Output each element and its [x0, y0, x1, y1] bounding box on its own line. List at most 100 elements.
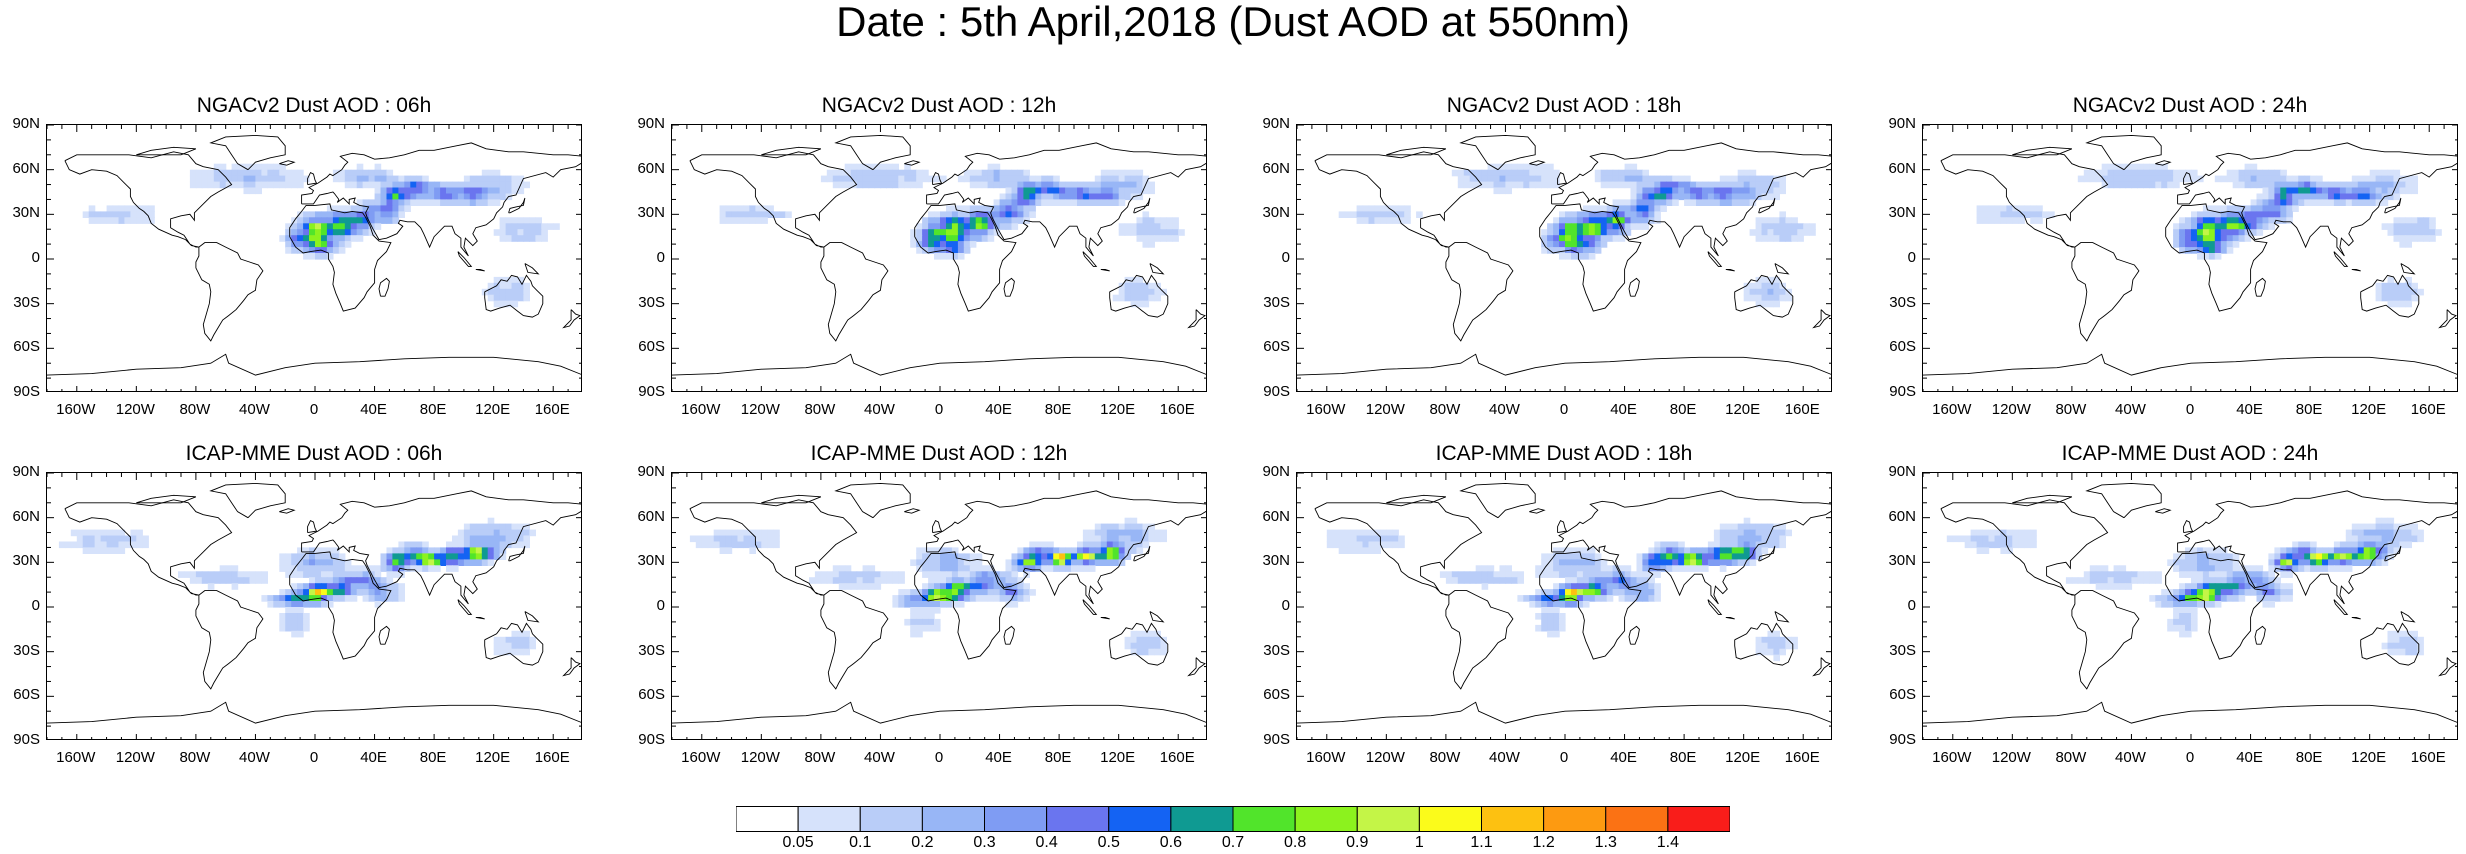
coastlines: [1297, 134, 1831, 376]
aod-shading: [1976, 163, 2442, 308]
lon-tick-label: 40E: [1610, 401, 1637, 418]
colorbar-swatch: [797, 806, 861, 832]
lat-tick-label: 90S: [638, 731, 665, 748]
coastline: [378, 277, 390, 297]
lon-tick-label: 40E: [2236, 401, 2263, 418]
lat-tick-label: 30S: [1263, 641, 1290, 659]
lon-tick-label: 80E: [1669, 749, 1697, 766]
panel-title: ICAP-MME Dust AOD : 18h: [1435, 442, 1693, 465]
lon-tick-label: 40W: [2115, 401, 2146, 418]
map-panel: [1922, 124, 2458, 392]
lat-tick-label: 0: [1281, 249, 1290, 266]
lon-tick-label: 120E: [2351, 401, 2387, 418]
coastline: [484, 622, 544, 666]
dust-aod-map: [47, 125, 581, 391]
lon-tick-label: 160E: [534, 749, 570, 766]
lon-tick-label: 120E: [1100, 749, 1136, 766]
coastline: [1774, 263, 1790, 275]
dust-aod-map: [1297, 125, 1831, 391]
lon-tick-label: 80E: [2295, 749, 2323, 766]
coastline: [2183, 171, 2194, 186]
coastline: [1734, 274, 1794, 318]
lat-tick-label: 90N: [1888, 115, 1916, 132]
lon-tick-label: 120W: [1991, 401, 2031, 418]
lon-tick-label: 0: [309, 749, 319, 766]
colorbar-swatch: [1356, 806, 1420, 832]
coastline: [1529, 160, 1546, 166]
coastline: [1386, 494, 1447, 504]
lat-tick-label: 90N: [1262, 115, 1290, 132]
coastline: [2085, 482, 2162, 519]
colorbar-swatch: [1481, 806, 1545, 832]
coastline: [195, 242, 264, 342]
coastline: [1133, 545, 1151, 562]
coastline: [834, 134, 911, 171]
colorbar-swatch: [921, 806, 986, 832]
coastline: [1459, 134, 1536, 171]
coastline: [1758, 545, 1776, 562]
coastline: [1445, 242, 1514, 342]
lat-tick-label: 30N: [1262, 204, 1290, 222]
coastline: [279, 160, 296, 166]
coastline: [1314, 151, 1483, 248]
coastline: [1707, 599, 1723, 615]
coastline: [307, 171, 318, 186]
colorbar-swatch: [1232, 806, 1296, 832]
coastline: [2254, 625, 2266, 645]
colorbar-label: 1: [1414, 834, 1424, 851]
lon-tick-label: 80W: [1429, 749, 1461, 766]
coastline: [136, 146, 197, 156]
coastline: [475, 268, 485, 272]
lon-tick-label: 0: [1559, 401, 1569, 418]
lat-tick-label: 30S: [1889, 641, 1916, 659]
coastline: [1539, 551, 1642, 660]
dust-aod-map: [1923, 473, 2457, 739]
lat-tick-label: 30N: [637, 204, 665, 222]
lat-tick-label: 60S: [13, 686, 40, 704]
panel-title: NGACv2 Dust AOD : 24h: [2072, 94, 2308, 117]
coastline: [672, 353, 1206, 376]
coastline: [1187, 309, 1206, 329]
coastline: [301, 142, 581, 257]
map-panel: [671, 124, 1207, 392]
lon-tick-label: 40E: [360, 401, 387, 418]
colorbar-label: 0.5: [1097, 834, 1120, 851]
coastline: [1758, 197, 1776, 214]
lon-tick-label: 0: [934, 401, 944, 418]
lat-tick-label: 0: [656, 249, 665, 266]
coastline: [1557, 519, 1568, 534]
coastline: [457, 599, 473, 615]
panel-title: ICAP-MME Dust AOD : 12h: [810, 442, 1068, 465]
coastline: [1100, 616, 1110, 620]
coastlines: [47, 482, 581, 724]
lat-tick-label: 0: [1281, 597, 1290, 614]
coastline: [932, 171, 943, 186]
lat-tick-label: 30N: [12, 204, 40, 222]
lon-tick-label: 120W: [1991, 749, 2031, 766]
coastline: [1923, 701, 2457, 724]
coastline: [2438, 657, 2457, 677]
coastline: [301, 490, 581, 605]
coastline: [1109, 274, 1169, 318]
lat-tick-label: 60N: [1888, 159, 1916, 177]
map-panel: [671, 472, 1207, 740]
coastline: [289, 551, 392, 660]
lat-tick-label: 30N: [1888, 552, 1916, 570]
coastline: [2384, 197, 2402, 214]
coastline: [2351, 268, 2361, 272]
axis-ticks: [1923, 473, 2457, 739]
lon-tick-label: 80E: [2295, 401, 2323, 418]
coastline: [1003, 277, 1015, 297]
lon-tick-label: 80E: [419, 749, 447, 766]
colorbar-label: 0.05: [782, 834, 814, 851]
coastline: [1133, 197, 1151, 214]
colorbar-swatch: [736, 806, 799, 832]
lat-tick-label: 0: [656, 597, 665, 614]
coastline: [1940, 151, 2109, 248]
lat-tick-label: 60N: [1262, 159, 1290, 177]
colorbar-label: 0.3: [973, 834, 996, 851]
coastline: [209, 134, 286, 171]
coastline: [761, 494, 822, 504]
lon-tick-label: 160E: [2410, 401, 2446, 418]
coastline: [1628, 625, 1640, 645]
